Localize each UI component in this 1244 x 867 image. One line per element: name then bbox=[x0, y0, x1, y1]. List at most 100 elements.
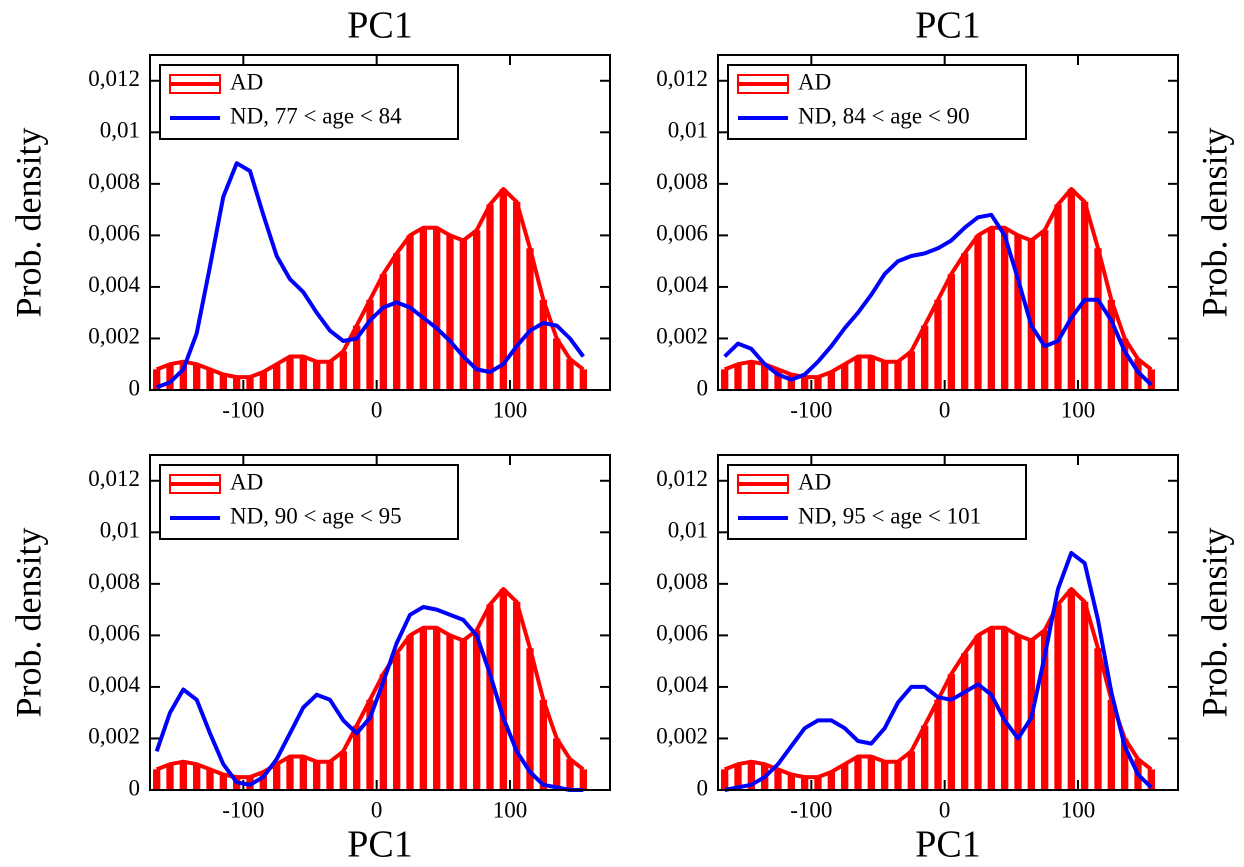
y-tick-label: 0,01 bbox=[668, 118, 708, 143]
bar bbox=[921, 725, 929, 790]
bar bbox=[486, 204, 494, 390]
bar bbox=[921, 325, 929, 390]
bar bbox=[1041, 230, 1049, 390]
bar bbox=[326, 761, 334, 790]
bar bbox=[1054, 604, 1062, 790]
x-axis-label: PC1 bbox=[347, 5, 412, 47]
bar bbox=[721, 369, 729, 390]
bar bbox=[179, 761, 187, 790]
bar bbox=[406, 635, 414, 790]
bar bbox=[446, 235, 454, 390]
bar bbox=[947, 274, 955, 390]
bar bbox=[961, 253, 969, 390]
legend-box bbox=[159, 464, 459, 540]
bar bbox=[1027, 240, 1035, 390]
bar bbox=[246, 377, 254, 390]
y-tick-label: 0,008 bbox=[88, 569, 140, 594]
legend-box bbox=[159, 64, 459, 140]
series-line bbox=[724, 550, 1153, 792]
bar bbox=[379, 674, 387, 790]
legend-label: AD bbox=[798, 469, 831, 494]
bar bbox=[433, 627, 441, 790]
bar bbox=[894, 761, 902, 790]
bar bbox=[814, 377, 822, 390]
bar bbox=[827, 771, 835, 790]
bar bbox=[526, 248, 534, 390]
bar bbox=[1014, 635, 1022, 790]
bar bbox=[206, 369, 214, 390]
bar bbox=[379, 274, 387, 390]
bar bbox=[366, 699, 374, 790]
bar bbox=[259, 371, 267, 390]
x-axis-label: PC1 bbox=[915, 824, 980, 866]
bar bbox=[1147, 769, 1155, 790]
y-tick-label: 0,006 bbox=[656, 221, 708, 246]
y-tick-label: 0,012 bbox=[88, 466, 140, 491]
bar bbox=[299, 756, 307, 790]
bar bbox=[459, 240, 467, 390]
bar bbox=[446, 635, 454, 790]
y-tick-label: 0,01 bbox=[100, 518, 140, 543]
y-tick-label: 0,008 bbox=[656, 169, 708, 194]
bar bbox=[353, 725, 361, 790]
bar bbox=[499, 589, 507, 790]
bar bbox=[526, 648, 534, 790]
y-tick-label: 0 bbox=[129, 775, 141, 800]
bar bbox=[854, 756, 862, 790]
legend-box bbox=[727, 464, 1027, 540]
bar bbox=[579, 369, 587, 390]
bar bbox=[1067, 589, 1075, 790]
x-tick-label: 100 bbox=[493, 797, 528, 822]
bar bbox=[867, 356, 875, 390]
y-tick-label: 0,008 bbox=[656, 569, 708, 594]
x-tick-label: -100 bbox=[222, 797, 264, 822]
bar bbox=[974, 235, 982, 390]
series-line bbox=[723, 187, 1153, 380]
x-axis-label: PC1 bbox=[347, 824, 412, 866]
bar bbox=[867, 756, 875, 790]
y-tick-label: 0,008 bbox=[88, 169, 140, 194]
bar bbox=[406, 235, 414, 390]
bar bbox=[987, 627, 995, 790]
y-tick-label: 0,004 bbox=[656, 672, 708, 697]
bar bbox=[747, 361, 755, 390]
plot-frame bbox=[717, 454, 1179, 791]
x-tick-label: 0 bbox=[371, 397, 383, 422]
bar bbox=[193, 764, 201, 790]
x-tick-label: 100 bbox=[493, 397, 528, 422]
y-tick-label: 0,01 bbox=[100, 118, 140, 143]
bar bbox=[419, 627, 427, 790]
bar bbox=[486, 604, 494, 790]
bar bbox=[233, 377, 241, 390]
y-axis-label: Prob. density bbox=[8, 127, 48, 317]
legend-label: AD bbox=[230, 69, 263, 94]
y-tick-label: 0,002 bbox=[88, 324, 140, 349]
bar bbox=[366, 299, 374, 390]
bar bbox=[787, 374, 795, 390]
bar bbox=[579, 769, 587, 790]
bar bbox=[987, 227, 995, 390]
bar bbox=[721, 769, 729, 790]
y-tick-label: 0,006 bbox=[656, 621, 708, 646]
bar bbox=[273, 364, 281, 390]
y-axis-label: Prob. density bbox=[1194, 127, 1234, 317]
y-tick-label: 0,012 bbox=[88, 66, 140, 91]
bar bbox=[1107, 699, 1115, 790]
legend-label: AD bbox=[798, 69, 831, 94]
bar bbox=[787, 774, 795, 790]
bar bbox=[1054, 204, 1062, 390]
bar bbox=[894, 361, 902, 390]
bar bbox=[499, 189, 507, 390]
bar bbox=[513, 601, 521, 790]
bar bbox=[553, 738, 561, 790]
series-line bbox=[155, 161, 585, 390]
y-tick-label: 0,012 bbox=[656, 66, 708, 91]
bar bbox=[153, 369, 161, 390]
series-line bbox=[723, 587, 1153, 780]
bar bbox=[827, 371, 835, 390]
bar bbox=[179, 361, 187, 390]
bar bbox=[166, 364, 174, 390]
bar bbox=[814, 777, 822, 790]
bar bbox=[206, 769, 214, 790]
